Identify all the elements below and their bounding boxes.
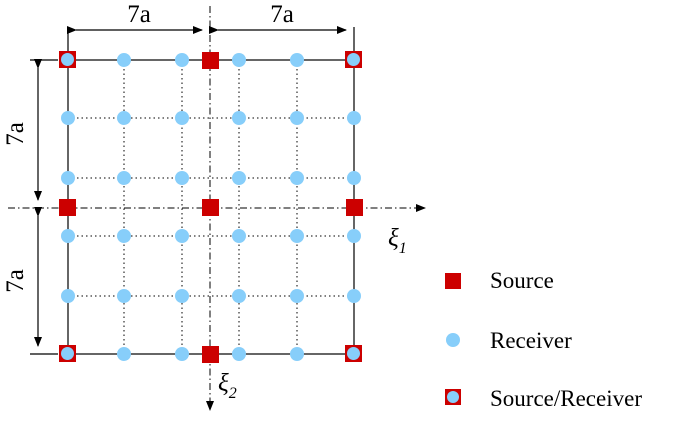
xi2-axis-label: ξ2: [218, 370, 237, 402]
source-receiver-marker: [59, 51, 76, 68]
legend-source-receiver-label: Source/Receiver: [490, 386, 642, 411]
receiver-marker: [117, 171, 131, 185]
source-marker: [59, 199, 76, 216]
receiver-marker: [61, 111, 75, 125]
receiver-marker: [290, 347, 304, 361]
legend-receiver-label: Receiver: [490, 328, 572, 353]
source-marker: [202, 346, 219, 363]
legend-source-label: Source: [490, 268, 554, 293]
source-receiver-marker: [345, 345, 362, 362]
dimension-label-top-left: 7a: [127, 1, 151, 28]
xi1-axis-label: ξ1: [388, 225, 407, 257]
legend-source-icon: [445, 273, 461, 289]
receiver-marker: [347, 229, 361, 243]
receiver-marker: [175, 53, 189, 67]
dimension-lines: [30, 26, 355, 355]
source-marker: [346, 199, 363, 216]
receiver-marker: [175, 289, 189, 303]
source-marker: [202, 199, 219, 216]
source-receiver-marker: [345, 51, 362, 68]
receiver-marker: [175, 347, 189, 361]
source-marker: [202, 52, 219, 69]
legend: Source Receiver Source/Receiver: [445, 268, 642, 411]
receiver-marker: [61, 171, 75, 185]
receiver-marker: [117, 229, 131, 243]
receiver-marker: [347, 171, 361, 185]
receiver-marker: [290, 229, 304, 243]
receiver-marker: [232, 111, 246, 125]
dimension-label-top-right: 7a: [270, 1, 294, 28]
receiver-marker: [117, 289, 131, 303]
legend-receiver-icon: [446, 333, 460, 347]
receiver-marker: [117, 347, 131, 361]
receiver-marker: [232, 229, 246, 243]
receiver-marker: [347, 111, 361, 125]
receiver-marker: [290, 289, 304, 303]
receiver-marker: [175, 171, 189, 185]
receiver-marker: [232, 171, 246, 185]
receiver-marker: [290, 171, 304, 185]
legend-source-receiver-icon: [445, 389, 461, 405]
receiver-marker: [61, 229, 75, 243]
source-receiver-markers: [59, 51, 362, 362]
dimension-label-left-upper: 7a: [2, 122, 29, 146]
receiver-marker: [117, 111, 131, 125]
source-receiver-marker: [59, 345, 76, 362]
receiver-marker: [290, 111, 304, 125]
source-markers: [59, 52, 363, 363]
receiver-marker: [290, 53, 304, 67]
receiver-marker: [232, 53, 246, 67]
receiver-marker: [232, 347, 246, 361]
receiver-marker: [175, 229, 189, 243]
receiver-markers: [61, 53, 361, 361]
receiver-marker: [232, 289, 246, 303]
receiver-marker: [175, 111, 189, 125]
receiver-marker: [117, 53, 131, 67]
receiver-marker: [347, 289, 361, 303]
receiver-marker: [61, 289, 75, 303]
dimension-label-left-lower: 7a: [2, 269, 29, 293]
